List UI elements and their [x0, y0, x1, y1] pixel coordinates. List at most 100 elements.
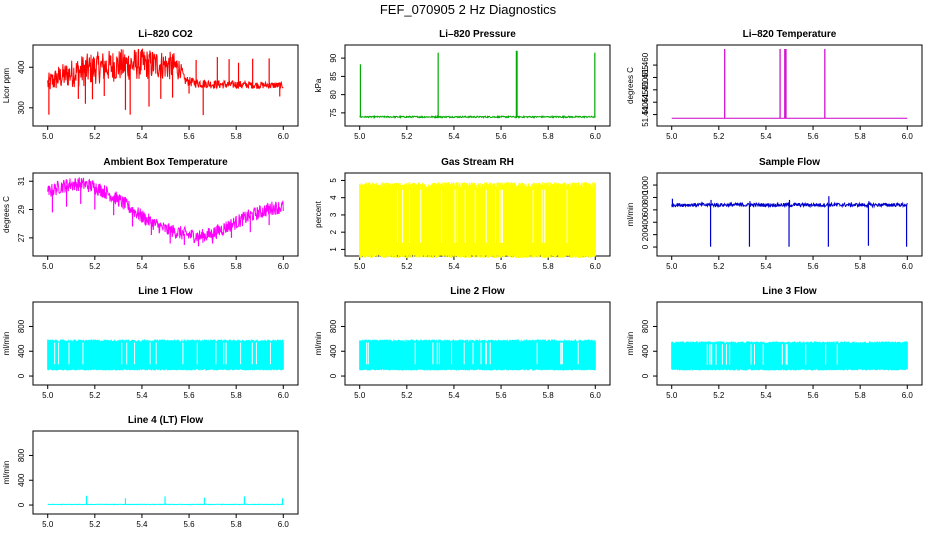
x-tick-label: 5.4 — [760, 132, 772, 141]
plot-frame — [656, 301, 923, 386]
y-tick-label: 600 — [641, 203, 650, 217]
plot-frame — [656, 172, 923, 257]
plot-frame — [32, 430, 299, 515]
panel-title: Sample Flow — [759, 157, 820, 168]
y-tick-label: 27 — [17, 233, 26, 242]
y-tick-label: 0 — [17, 502, 26, 507]
y-tick-label: 800 — [641, 190, 650, 204]
data-series — [359, 114, 596, 120]
y-tick-label: 51.460 — [641, 52, 650, 77]
y-axis-label: degrees C — [626, 67, 635, 104]
panel-title: Gas Stream RH — [441, 157, 514, 168]
y-tick-label: 3 — [329, 212, 338, 217]
x-tick-label: 5.0 — [666, 132, 678, 141]
x-tick-label: 5.4 — [760, 262, 772, 271]
x-tick-label: 5.4 — [136, 262, 148, 271]
x-tick-label: 5.8 — [543, 132, 555, 141]
x-tick-label: 6.0 — [278, 391, 290, 400]
y-tick-label: 75 — [329, 108, 338, 117]
x-tick-label: 6.0 — [590, 132, 602, 141]
panel-title: Line 1 Flow — [138, 286, 193, 297]
x-tick-label: 5.2 — [713, 262, 725, 271]
x-tick-label: 5.6 — [183, 391, 195, 400]
x-tick-label: 5.2 — [89, 132, 101, 141]
x-tick-label: 5.6 — [807, 132, 819, 141]
y-tick-label: 0 — [641, 373, 650, 378]
x-tick-label: 5.6 — [807, 262, 819, 271]
y-axis-label: ml/min — [2, 332, 11, 356]
y-tick-label: 90 — [329, 53, 338, 62]
y-tick-label: 4 — [329, 195, 338, 200]
y-tick-label: 29 — [17, 205, 26, 214]
x-tick-label: 5.4 — [136, 391, 148, 400]
y-axis-label: kPa — [314, 78, 323, 92]
x-tick-label: 5.6 — [495, 132, 507, 141]
x-tick-label: 5.2 — [401, 262, 413, 271]
y-tick-label: 200 — [641, 227, 650, 241]
x-tick-label: 5.8 — [855, 132, 867, 141]
x-tick-label: 5.8 — [231, 520, 243, 529]
x-tick-label: 5.2 — [89, 262, 101, 271]
x-tick-label: 5.8 — [543, 262, 555, 271]
panel-8: Line 2 Flow ml/min 5.0 5.2 5.4 5.6 5.8 6.0 0 400 8… — [314, 286, 611, 400]
y-tick-label: 51.445 — [641, 89, 650, 114]
x-tick-label: 5.6 — [183, 132, 195, 141]
x-tick-label: 5.4 — [136, 520, 148, 529]
panel-title: Line 2 Flow — [450, 286, 505, 297]
y-tick-label: 0 — [641, 244, 650, 249]
data-series — [47, 48, 284, 90]
x-tick-label: 6.0 — [278, 132, 290, 141]
x-tick-label: 5.0 — [666, 262, 678, 271]
y-tick-label: 400 — [17, 60, 26, 74]
x-tick-label: 5.2 — [89, 391, 101, 400]
plot-frame — [344, 301, 611, 386]
x-tick-label: 5.0 — [42, 391, 54, 400]
x-tick-label: 5.0 — [354, 391, 366, 400]
panel-9: Line 3 Flow ml/min 5.0 5.2 5.4 5.6 5.8 6.0 0 400 8… — [626, 286, 923, 400]
plot-frame — [656, 44, 923, 127]
x-tick-label: 5.4 — [448, 262, 460, 271]
x-tick-label: 6.0 — [590, 391, 602, 400]
y-tick-label: 300 — [17, 101, 26, 115]
panel-title: Line 3 Flow — [762, 286, 817, 297]
x-tick-label: 6.0 — [902, 391, 914, 400]
panel-2: Li–820 Pressure kPa 5.0 5.2 5.4 5.6 5.8 6.0 75 80… — [314, 29, 611, 141]
panel-title: Li–820 Pressure — [439, 29, 516, 40]
panel-title: Li–820 Temperature — [743, 29, 837, 40]
data-series — [671, 341, 908, 371]
y-tick-label: 85 — [329, 71, 338, 80]
y-tick-label: 51.440 — [641, 102, 650, 127]
x-tick-label: 5.0 — [354, 132, 366, 141]
panel-10: Line 4 (LT) Flow ml/min 5.0 5.2 5.4 5.6 5.8 6.0… — [2, 415, 299, 529]
y-tick-label: 51.450 — [641, 77, 650, 102]
plot-frame — [32, 301, 299, 386]
y-tick-label: 5 — [329, 178, 338, 183]
x-tick-label: 6.0 — [590, 262, 602, 271]
x-tick-label: 5.6 — [183, 520, 195, 529]
panel-title: Line 4 (LT) Flow — [128, 415, 204, 426]
panel-title: Li–820 CO2 — [138, 29, 193, 40]
data-series — [47, 177, 284, 244]
panel-6: Sample Flow ml/min 5.0 5.2 5.4 5.6 5.8 6.0 0 2004… — [626, 157, 923, 271]
y-tick-label: 400 — [17, 473, 26, 487]
x-tick-label: 6.0 — [278, 520, 290, 529]
panel-7: Line 1 Flow ml/min 5.0 5.2 5.4 5.6 5.8 6.0 0 400 8… — [2, 286, 299, 400]
y-tick-label: 2 — [329, 229, 338, 234]
y-axis-label: ml/min — [626, 332, 635, 356]
y-tick-label: 51.455 — [641, 65, 650, 90]
x-tick-label: 5.6 — [495, 262, 507, 271]
y-tick-label: 800 — [329, 319, 338, 333]
plot-frame — [344, 44, 611, 127]
x-tick-label: 5.0 — [666, 391, 678, 400]
x-tick-label: 5.2 — [401, 132, 413, 141]
x-tick-label: 5.4 — [448, 132, 460, 141]
y-tick-label: 800 — [17, 448, 26, 462]
y-tick-label: 1000 — [641, 176, 650, 194]
y-tick-label: 400 — [329, 344, 338, 358]
x-tick-label: 6.0 — [278, 262, 290, 271]
x-tick-label: 5.6 — [807, 391, 819, 400]
panel-3: Li–820 Temperature degrees C 5.0 5.2 5.4 5.6 5… — [626, 29, 923, 141]
x-tick-label: 5.6 — [183, 262, 195, 271]
y-axis-label: ml/min — [2, 461, 11, 485]
